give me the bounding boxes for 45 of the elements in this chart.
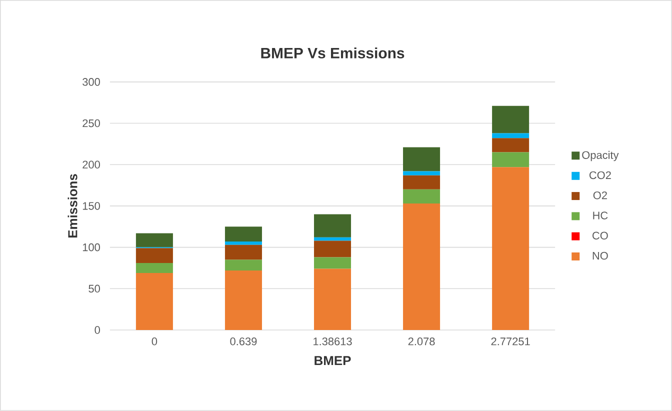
bar bbox=[314, 237, 352, 241]
bar bbox=[403, 204, 440, 330]
chart-title: BMEP Vs Emissions bbox=[261, 47, 404, 58]
bar bbox=[492, 133, 530, 138]
y-tick-label: 100 bbox=[82, 243, 100, 252]
bar bbox=[403, 175, 440, 190]
legend-label: Opacity bbox=[582, 150, 619, 162]
legend-label: NO bbox=[592, 252, 608, 260]
legend-label: CO bbox=[592, 232, 608, 240]
x-tick-label: 0 bbox=[152, 338, 158, 346]
x-tick-label: 2.078 bbox=[408, 338, 435, 346]
bar bbox=[492, 152, 530, 168]
bar bbox=[136, 263, 173, 273]
bar bbox=[136, 233, 173, 248]
legend-label: O2 bbox=[593, 192, 607, 200]
y-tick-label: 300 bbox=[82, 78, 100, 86]
bar bbox=[224, 270, 262, 330]
bar bbox=[314, 268, 352, 330]
y-tick-label: 150 bbox=[82, 202, 100, 210]
bar bbox=[492, 106, 530, 134]
bar bbox=[492, 138, 530, 152]
bar bbox=[314, 257, 352, 269]
bar bbox=[136, 272, 173, 330]
bar bbox=[314, 214, 352, 238]
bar bbox=[224, 242, 262, 245]
bar bbox=[224, 260, 262, 270]
x-tick-label: 1.38613 bbox=[314, 338, 352, 346]
bar bbox=[136, 248, 173, 264]
y-tick-label: 50 bbox=[88, 284, 100, 293]
bar bbox=[224, 226, 262, 242]
bar bbox=[403, 189, 440, 204]
x-axis-title: BMEP bbox=[314, 356, 351, 366]
bar bbox=[314, 240, 352, 258]
y-tick-label: 250 bbox=[82, 119, 100, 128]
legend-label: CO2 bbox=[589, 171, 611, 180]
bar bbox=[403, 147, 440, 172]
legend-label: HC bbox=[593, 212, 608, 220]
x-tick-label: 0.639 bbox=[230, 338, 257, 346]
y-tick-label: 200 bbox=[82, 160, 100, 169]
bar bbox=[224, 244, 262, 260]
bar bbox=[492, 167, 530, 330]
bar bbox=[403, 171, 440, 176]
y-tick-label: 0 bbox=[94, 326, 100, 334]
y-axis-title: Emissions bbox=[68, 174, 78, 238]
x-tick-label: 2.77251 bbox=[491, 338, 530, 346]
